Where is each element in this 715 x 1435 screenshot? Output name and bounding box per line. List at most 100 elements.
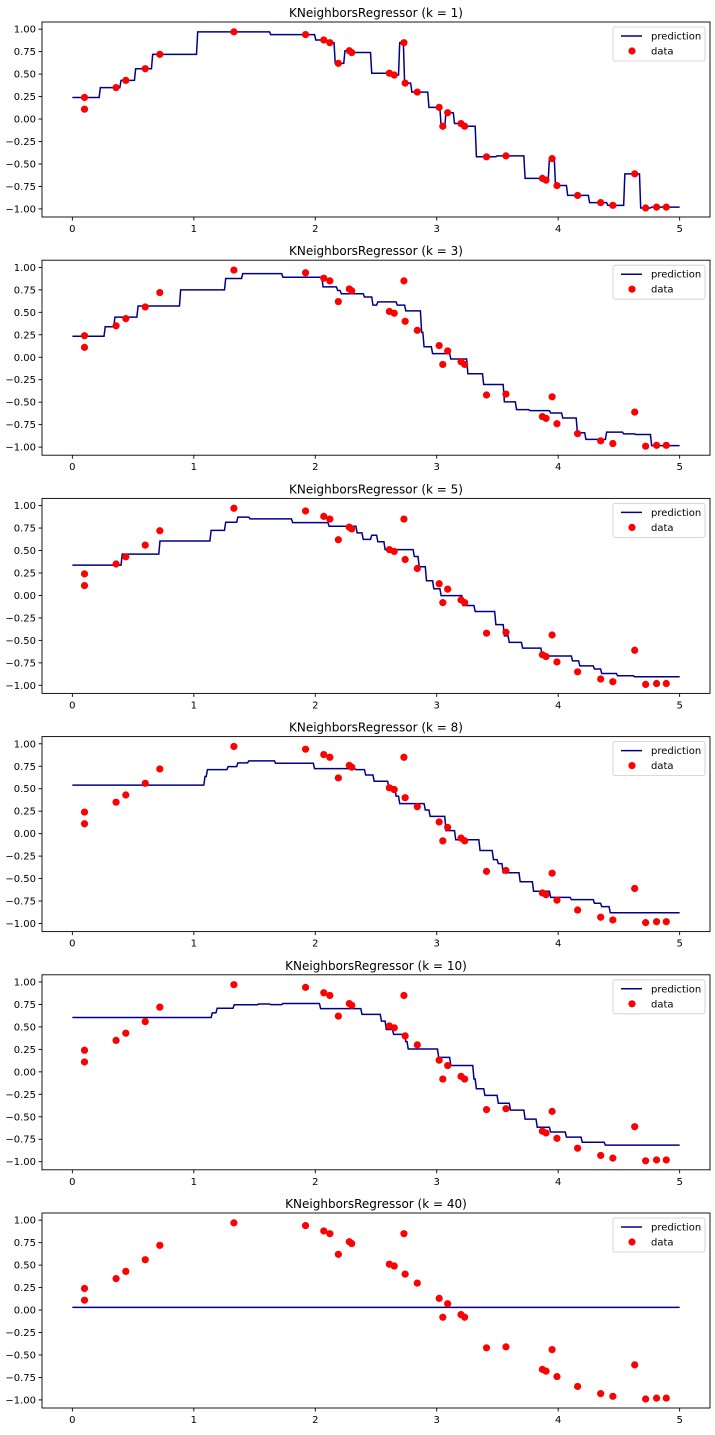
data-point [348,1239,356,1248]
data-point [301,1221,310,1230]
data-point [609,916,617,924]
y-tick-label: 0.75 [14,524,36,535]
data-point [652,1156,661,1164]
y-tick-label: 1.00 [14,739,36,750]
data-point [435,341,443,350]
x-tick-label: 4 [555,462,561,473]
y-tick-label: −0.25 [5,852,36,863]
x-tick-label: 2 [312,1177,318,1188]
data-point [413,1279,421,1287]
data-point [461,122,469,130]
data-point [435,580,443,588]
axes-frame [41,974,711,1171]
legend-data-label: data [651,761,674,772]
data-point [112,560,120,568]
data-point [542,891,550,899]
data-point [461,1313,469,1321]
data-point [320,1227,328,1235]
y-tick-label: 0.25 [14,1045,36,1056]
x-tick-label: 3 [434,1177,440,1188]
data-point [461,837,469,845]
legend-prediction-label: prediction [651,984,701,995]
data-point [141,541,149,549]
legend-data-swatch [628,762,636,770]
data-point [542,414,550,422]
data-point [401,555,409,564]
data-point [444,1300,452,1308]
data-point [390,786,398,794]
data-point [662,918,670,926]
data-point [326,39,334,47]
x-tick-label: 2 [312,939,318,950]
data-point [334,774,342,782]
data-point [141,1017,149,1026]
y-tick-label: 0.75 [14,47,36,58]
legend-data-label: data [651,285,674,296]
data-point [80,105,89,113]
data-point [400,277,408,285]
data-point [435,1056,443,1064]
x-tick-label: 5 [676,462,682,473]
data-point [642,919,650,927]
data-points [80,1219,670,1403]
subplot-k-1: KNeighborsRegressor (k = 1) 0 1 2 3 4 5 1.00 0.7… [5,6,711,235]
y-tick-label: 0.25 [14,92,36,103]
legend-prediction-label: prediction [651,746,701,757]
y-tick-label: 0.00 [14,829,36,840]
data-point [390,547,398,556]
subplot-title: KNeighborsRegressor (k = 1) [289,6,463,20]
y-tick-label: 0.00 [14,1067,36,1078]
data-point [482,629,491,637]
data-point [156,765,164,773]
data-point [574,430,582,438]
x-tick-label: 0 [69,1415,75,1426]
x-tick-label: 4 [555,1177,561,1188]
data-point [482,153,491,161]
data-point [156,1241,164,1249]
data-point [80,1284,89,1293]
y-tick-label: 0.25 [14,568,36,579]
data-point [400,991,408,1000]
data-point [439,1313,447,1321]
data-point [401,1032,409,1040]
x-tick-label: 0 [69,224,75,235]
data-point [642,680,650,689]
x-tick-label: 3 [434,462,440,473]
y-tick-label: −0.25 [5,137,36,148]
data-point [348,1001,356,1009]
legend: prediction data [612,26,706,62]
prediction-line [72,1002,680,1146]
data-point [413,88,421,96]
data-point [652,1394,661,1402]
axes-frame [41,1212,711,1409]
data-point [230,742,238,751]
data-point [662,679,670,688]
y-tick-label: −0.75 [5,1373,36,1384]
data-point [542,652,550,661]
data-point [400,1230,408,1238]
data-point [553,1372,561,1381]
data-point [80,820,89,828]
data-point [326,991,334,1000]
subplot-title: KNeighborsRegressor (k = 3) [289,244,463,258]
legend: prediction data [612,502,706,538]
data-point [631,408,639,416]
data-point [652,918,661,926]
y-tick-label: 0.25 [14,330,36,341]
data-point [112,1275,120,1283]
data-point [642,1157,650,1165]
legend: prediction data [612,1217,706,1253]
data-point [413,564,421,573]
x-tick-label: 4 [555,939,561,950]
data-point [435,1294,443,1302]
data-point [122,791,130,799]
data-point [652,203,661,211]
y-tick-label: −1.00 [5,919,36,930]
x-tick-label: 5 [676,939,682,950]
data-points [80,28,670,212]
legend-data-swatch [628,285,636,293]
x-tick-label: 1 [191,1415,197,1426]
data-point [502,1105,510,1113]
data-point [439,837,447,845]
data-point [80,93,89,102]
